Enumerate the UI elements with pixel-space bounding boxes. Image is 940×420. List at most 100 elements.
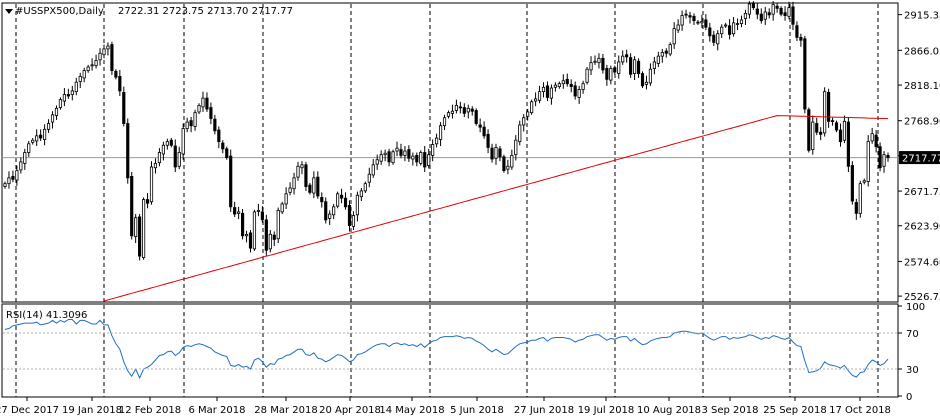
- candle-body: [312, 177, 316, 194]
- candle-body: [62, 94, 66, 102]
- candle-body: [767, 12, 771, 16]
- candle-body: [256, 210, 261, 212]
- candle-body: [435, 137, 439, 145]
- candle-body: [343, 197, 348, 208]
- candle-body: [86, 66, 90, 72]
- candle-body: [636, 60, 641, 74]
- candle-body: [419, 152, 423, 164]
- candle-body: [878, 146, 882, 169]
- candle-body: [66, 94, 70, 97]
- candle-body: [371, 164, 375, 176]
- candle-body: [134, 217, 138, 237]
- candle-body: [185, 121, 189, 129]
- collapse-arrow-icon[interactable]: [5, 9, 13, 14]
- y-tick-label: 2623.90: [904, 222, 940, 233]
- candle-body: [181, 128, 185, 155]
- candle-body: [676, 24, 680, 31]
- y-tick-label: 2818.10: [904, 81, 940, 92]
- candle-body: [94, 60, 98, 66]
- rsi-title: RSI(14) 41.3096: [6, 310, 87, 321]
- candle-body: [680, 15, 684, 26]
- rsi-line: [4, 319, 889, 380]
- candle-body: [201, 97, 205, 108]
- candle-body: [585, 68, 589, 83]
- x-tick-label: 12 Feb 2018: [119, 405, 181, 416]
- candle-body: [565, 78, 569, 85]
- candle-body: [367, 173, 371, 183]
- candle-body: [50, 114, 55, 123]
- candle-body: [157, 152, 162, 164]
- candle-body: [280, 203, 284, 213]
- candle-body: [320, 197, 324, 203]
- candle-body: [399, 149, 403, 156]
- candle-body: [640, 73, 645, 87]
- candle-body: [478, 124, 482, 128]
- main-panel-frame: [1, 2, 899, 303]
- candle-body: [609, 68, 613, 81]
- candle-body: [823, 91, 827, 134]
- y-tick-label: 2526.75: [904, 292, 940, 303]
- y-tick-label: 2866.05: [904, 46, 940, 57]
- candle-body: [743, 13, 748, 19]
- candle-body: [308, 184, 312, 193]
- candle-body: [138, 216, 142, 257]
- candle-body: [886, 154, 890, 158]
- rsi-tick-label: 0: [906, 392, 912, 403]
- candle-body: [438, 125, 443, 140]
- candle-body: [474, 110, 478, 124]
- candle-body: [498, 148, 502, 158]
- candle-body: [292, 177, 296, 190]
- candle-body: [336, 193, 340, 207]
- candle-body: [177, 152, 181, 167]
- candle-body: [19, 161, 23, 171]
- candle-body: [391, 151, 395, 164]
- candle-body: [161, 144, 165, 155]
- candle-body: [482, 126, 486, 137]
- candle-body: [205, 97, 209, 110]
- candle-body: [712, 34, 716, 43]
- candle-body: [747, 3, 752, 15]
- candle-body: [692, 15, 696, 22]
- candle-body: [716, 33, 720, 45]
- candle-body: [379, 154, 383, 162]
- candle-body: [593, 60, 597, 63]
- candle-body: [731, 22, 736, 35]
- candle-body: [795, 25, 799, 38]
- y-tick-label: 2768.90: [904, 117, 940, 128]
- candle-body: [27, 143, 31, 153]
- candle-body: [755, 8, 759, 15]
- candle-body: [819, 131, 823, 135]
- candle-body: [486, 133, 490, 148]
- candle-body: [660, 52, 664, 57]
- x-tick-label: 17 Oct 2018: [829, 405, 891, 416]
- candle-body: [656, 55, 660, 64]
- candle-body: [110, 44, 114, 72]
- ohlc-values: 2722.31 2723.75 2713.70 2717.77: [118, 6, 293, 17]
- candle-body: [720, 26, 724, 35]
- candle-body: [383, 152, 387, 156]
- candle-body: [225, 148, 229, 158]
- moving-average-line: [103, 115, 889, 302]
- candle-body: [78, 76, 82, 82]
- candle-body: [830, 120, 835, 123]
- candle-body: [31, 139, 35, 143]
- candle-body: [842, 120, 847, 141]
- candle-body: [597, 57, 601, 64]
- candle-body: [684, 13, 688, 16]
- y-tick-label: 2915.35: [904, 11, 940, 22]
- candle-body: [589, 62, 593, 71]
- candle-body: [90, 64, 94, 67]
- candle-body: [466, 107, 470, 113]
- candle-body: [541, 86, 546, 93]
- x-tick-label: 27 Jun 2018: [514, 405, 574, 416]
- rsi-tick-label: 100: [906, 302, 925, 313]
- candle-body: [751, 2, 755, 9]
- candle-body: [284, 193, 288, 205]
- candle-body: [644, 81, 649, 85]
- candle-body: [359, 190, 363, 198]
- candle-body: [462, 107, 466, 114]
- candle-body: [470, 108, 474, 112]
- candle-body: [672, 28, 676, 45]
- candle-body: [870, 133, 874, 142]
- candle-body: [866, 141, 870, 182]
